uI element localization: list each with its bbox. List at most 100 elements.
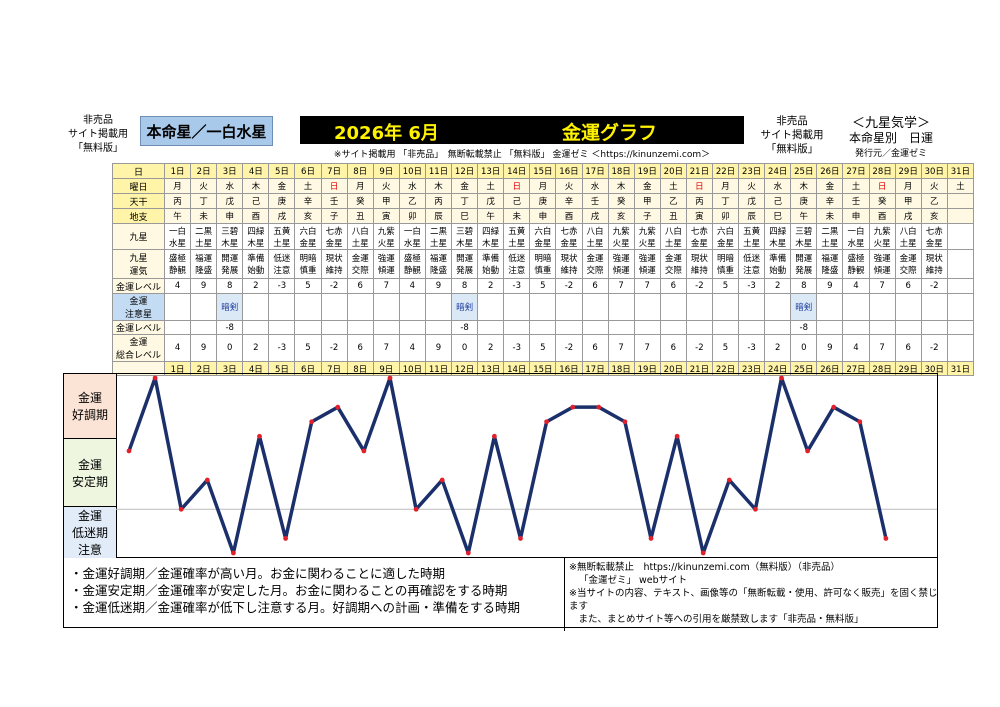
table-cell [503,293,531,321]
data-point-6 [257,433,262,439]
table-cell: 17日 [581,361,609,376]
row-label-warn_star: 金運 注意星 [112,293,165,321]
table-cell: 巳 [764,208,792,224]
table-cell [242,320,270,335]
table-cell: 月 [529,178,557,194]
table-cell: 10日 [398,163,426,179]
table-cell [607,293,635,321]
copyright-line-3: ※当サイトの内容、テキスト、画像等の「無断転載・使用、許可なく販売」を固く禁じま… [569,588,938,612]
table-cell: 31日 [946,361,974,376]
table-cell: 丑 [346,208,374,224]
table-cell [581,320,609,335]
table-cell: 5日 [268,163,296,179]
table-cell: 9 [816,278,844,294]
data-point-24 [726,477,732,483]
table-cell: 庚 [790,193,818,209]
table-cell: 低迷 注意 [503,249,531,279]
table-cell: 五黄 土星 [503,223,531,250]
table-cell: 明暗 慎重 [294,249,322,279]
table-cell: 乙 [920,193,948,209]
table-cell: 25日 [790,361,818,376]
table-cell: 開運 発展 [790,249,818,279]
table-cell [320,320,348,335]
table-cell: 3日 [216,361,244,376]
table-cell: 亥 [920,208,948,224]
table-row-weekday: 曜日月火水木金土日月火水木金土日月火水木金土日月火水木金土日月火土 [112,178,974,194]
table-cell: 五黄 土星 [738,223,766,250]
table-cell [659,293,687,321]
table-cell: 一白 水星 [842,223,870,250]
table-cell: 2日 [190,163,218,179]
graph-title: 金運グラフ [562,122,658,144]
table-cell [190,320,218,335]
table-cell: 戌 [894,208,922,224]
copyright-notice: ※無断転載禁止 https://kinunzemi.com（無料版）（非売品） … [564,557,938,631]
table-cell: 0 [451,334,479,362]
table-cell: 辛 [816,193,844,209]
data-point-18 [570,404,576,410]
zone-stable-label: 金運 安定期 [71,457,108,489]
table-cell: 6 [659,334,687,362]
table-cell: 戊 [738,193,766,209]
table-cell: 火 [190,178,218,194]
table-cell: 戌 [268,208,296,224]
table-cell: 開運 発展 [451,249,479,279]
table-cell: 亥 [294,208,322,224]
zone-good-label: 金運 好調期 [71,391,108,422]
table-cell: 22日 [711,163,740,179]
table-cell [946,278,974,294]
table-cell: 八白 土星 [894,223,922,250]
table-cell: 卯 [711,208,740,224]
table-cell: 4日 [242,163,270,179]
data-point-25 [753,506,758,512]
table-cell: 12日 [451,361,479,376]
table-cell: 5 [711,278,740,294]
data-point-21 [648,536,654,541]
table-cell: 福運 隆盛 [190,249,218,279]
table-cell: -3 [503,334,531,362]
table-cell [398,320,426,335]
table-cell [738,293,766,321]
table-cell: 土 [842,178,870,194]
table-cell [555,320,583,335]
table-cell: 己 [242,193,270,209]
table-cell: 21日 [685,163,713,179]
table-cell: 金 [816,178,844,194]
table-cell: 八白 土星 [659,223,687,250]
table-cell [581,293,609,321]
table-row-day: 1日 2日 3日 4日 5日 6日 7日 8日 9日 10日 11日 12日 13日 14日 15日 16日 1… [112,361,974,376]
table-cell: -2 [320,334,348,362]
data-point-26 [779,375,784,381]
table-cell: 暗剣 [790,293,818,321]
table-cell [711,320,740,335]
table-cell: 18日 [607,163,635,179]
table-cell: 7日 [320,361,348,376]
table-cell: 午 [477,208,505,224]
copyright-line-4: また、まとめサイト等への引用を厳禁致します「非売品・無料版」 [569,614,864,625]
table-cell [946,193,974,209]
table-cell: 日 [503,178,531,194]
table-cell [764,293,792,321]
data-point-29 [857,419,863,425]
table-cell [946,249,974,279]
row-label-weekday: 曜日 [112,178,165,194]
table-cell: 準備 始動 [477,249,505,279]
table-row-warn_level: 金運レベル -8 -8 -8 [112,320,974,335]
table-cell [555,293,583,321]
copyright-line-2: 「金運ゼミ」 webサイト [579,575,688,586]
table-cell [920,293,948,321]
table-cell: 20日 [659,163,687,179]
table-cell [503,320,531,335]
table-cell: -3 [503,278,531,294]
table-cell: 5 [294,278,322,294]
table-cell: -2 [920,334,948,362]
table-cell: 9 [424,278,453,294]
data-point-9 [335,404,341,410]
copyright-line-1: ※無断転載禁止 https://kinunzemi.com（無料版）（非売品） [569,562,841,573]
table-cell: 5 [711,334,740,362]
table-cell [242,293,270,321]
row-label-total: 金運 総合レベル [112,334,165,362]
table-cell: 8日 [346,163,374,179]
table-cell: 金 [633,178,661,194]
data-point-7 [283,536,288,541]
